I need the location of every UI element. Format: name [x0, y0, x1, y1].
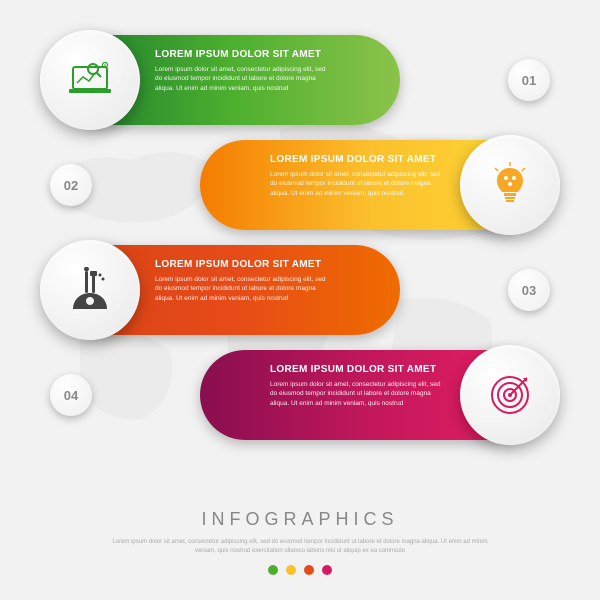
- step-1-number: 01: [508, 59, 550, 101]
- step-4-icon-circle: [460, 345, 560, 445]
- step-3: LOREM IPSUM DOLOR SIT AMET Lorem ipsum d…: [60, 245, 540, 335]
- footer: INFOGRAPHICS Lorem ipsum dolor sit amet,…: [0, 509, 600, 575]
- step-1: LOREM IPSUM DOLOR SIT AMET Lorem ipsum d…: [60, 35, 540, 125]
- analytics-laptop-icon: [65, 55, 115, 105]
- step-3-number: 03: [508, 269, 550, 311]
- footer-title: INFOGRAPHICS: [0, 509, 600, 530]
- footer-text: Lorem ipsum dolor sit amet, consectetur …: [110, 538, 490, 555]
- step-3-body: Lorem ipsum dolor sit amet, consectetur …: [155, 275, 330, 303]
- step-4-body: Lorem ipsum dolor sit amet, consectetur …: [270, 380, 445, 408]
- step-3-title: LOREM IPSUM DOLOR SIT AMET: [155, 259, 330, 270]
- tools-gear-icon: [65, 265, 115, 315]
- step-2-body: Lorem ipsum dolor sit amet, consectetur …: [270, 170, 445, 198]
- step-2: LOREM IPSUM DOLOR SIT AMET Lorem ipsum d…: [60, 140, 540, 230]
- dot-1: [268, 565, 278, 575]
- step-4-number: 04: [50, 374, 92, 416]
- target-icon: [485, 370, 535, 420]
- dot-4: [322, 565, 332, 575]
- dot-2: [286, 565, 296, 575]
- step-3-text: LOREM IPSUM DOLOR SIT AMET Lorem ipsum d…: [155, 259, 330, 303]
- step-2-icon-circle: [460, 135, 560, 235]
- step-2-title: LOREM IPSUM DOLOR SIT AMET: [270, 154, 445, 165]
- step-4-text: LOREM IPSUM DOLOR SIT AMET Lorem ipsum d…: [270, 364, 445, 408]
- dot-3: [304, 565, 314, 575]
- step-1-text: LOREM IPSUM DOLOR SIT AMET Lorem ipsum d…: [155, 49, 330, 93]
- color-dots: [0, 565, 600, 575]
- infographic-container: LOREM IPSUM DOLOR SIT AMET Lorem ipsum d…: [0, 0, 600, 475]
- step-2-number: 02: [50, 164, 92, 206]
- step-1-body: Lorem ipsum dolor sit amet, consectetur …: [155, 65, 330, 93]
- step-4: LOREM IPSUM DOLOR SIT AMET Lorem ipsum d…: [60, 350, 540, 440]
- lightbulb-icon: [485, 160, 535, 210]
- step-2-text: LOREM IPSUM DOLOR SIT AMET Lorem ipsum d…: [270, 154, 445, 198]
- step-4-title: LOREM IPSUM DOLOR SIT AMET: [270, 364, 445, 375]
- step-1-icon-circle: [40, 30, 140, 130]
- step-1-title: LOREM IPSUM DOLOR SIT AMET: [155, 49, 330, 60]
- step-3-icon-circle: [40, 240, 140, 340]
